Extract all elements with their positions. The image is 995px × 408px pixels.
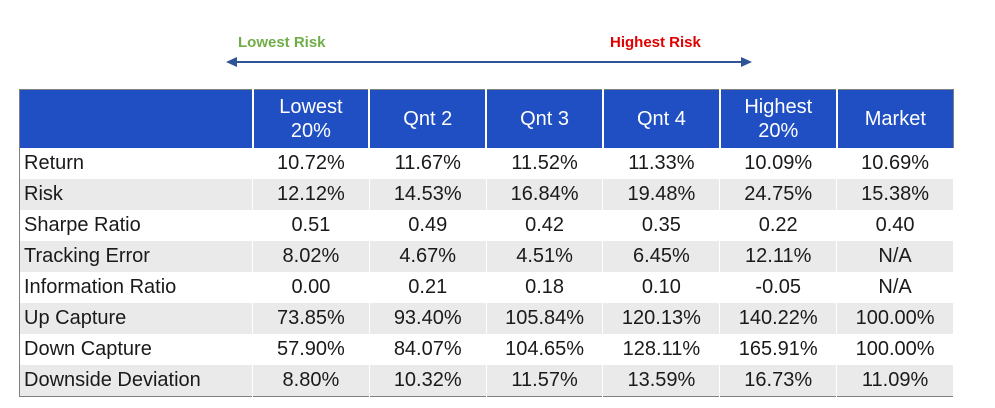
row-label: Return xyxy=(19,148,253,179)
table-cell: 4.67% xyxy=(369,241,487,272)
table-cell: 120.13% xyxy=(602,303,721,334)
risk-scale-arrow xyxy=(226,57,752,67)
table-cell: 0.22 xyxy=(719,210,838,241)
table-cell: 10.69% xyxy=(836,148,954,179)
header-cell: Lowest 20% xyxy=(252,89,371,148)
table-row: Risk 12.12% 14.53% 16.84% 19.48% 24.75% 15.38% xyxy=(19,179,954,210)
lowest-risk-label: Lowest Risk xyxy=(238,34,326,51)
risk-arrow-left-head xyxy=(226,57,237,67)
table-cell: 73.85% xyxy=(252,303,370,334)
row-label: Downside Deviation xyxy=(19,365,253,397)
header-cell: Qnt 2 xyxy=(369,89,488,148)
table-cell: 10.09% xyxy=(719,148,838,179)
table-row: Tracking Error 8.02% 4.67% 4.51% 6.45% 12.11%… xyxy=(19,241,954,272)
table-cell: 8.02% xyxy=(252,241,370,272)
row-label: Down Capture xyxy=(19,334,253,365)
risk-arrow-right-head xyxy=(741,57,752,67)
table-cell: 14.53% xyxy=(369,179,487,210)
header-cell-blank xyxy=(19,89,254,148)
table-body: Return 10.72% 11.67% 11.52% 11.33% 10.09% 10.6… xyxy=(19,148,954,397)
table-cell: 11.57% xyxy=(486,365,604,397)
table-cell: 100.00% xyxy=(836,334,954,365)
table-header-row: Lowest 20% Qnt 2 Qnt 3 Qnt 4 Highest 20% Mark… xyxy=(19,89,954,148)
row-label: Sharpe Ratio xyxy=(19,210,253,241)
table-cell: 12.11% xyxy=(719,241,838,272)
table-cell: 11.09% xyxy=(836,365,954,397)
table-cell: 8.80% xyxy=(252,365,370,397)
table-cell: 0.40 xyxy=(836,210,954,241)
table-cell: 13.59% xyxy=(602,365,721,397)
table-cell: 0.51 xyxy=(252,210,370,241)
table-cell: 0.18 xyxy=(486,272,604,303)
header-cell: Market xyxy=(836,89,954,148)
highest-risk-label: Highest Risk xyxy=(610,34,701,51)
table-cell: 6.45% xyxy=(602,241,721,272)
table-cell: 11.33% xyxy=(602,148,721,179)
table-cell: 57.90% xyxy=(252,334,370,365)
table-cell: 128.11% xyxy=(602,334,721,365)
table-row: Return 10.72% 11.67% 11.52% 11.33% 10.09% 10.6… xyxy=(19,148,954,179)
table-row: Downside Deviation 8.80% 10.32% 11.57% 13.59… xyxy=(19,365,954,397)
table-cell: 0.35 xyxy=(602,210,721,241)
table-cell: 0.10 xyxy=(602,272,721,303)
table-cell: 4.51% xyxy=(486,241,604,272)
table-cell: 24.75% xyxy=(719,179,838,210)
header-cell: Qnt 3 xyxy=(486,89,604,148)
table-cell: 84.07% xyxy=(369,334,487,365)
table-cell: 165.91% xyxy=(719,334,838,365)
table-cell: 11.67% xyxy=(369,148,487,179)
table-cell: 0.49 xyxy=(369,210,487,241)
table-cell: 10.72% xyxy=(252,148,370,179)
table-cell: 11.52% xyxy=(486,148,604,179)
table-cell: 0.42 xyxy=(486,210,604,241)
table-cell: 100.00% xyxy=(836,303,954,334)
table-cell: -0.05 xyxy=(719,272,838,303)
table-cell: 10.32% xyxy=(369,365,487,397)
header-cell: Highest 20% xyxy=(719,89,838,148)
risk-quintile-table: Lowest 20% Qnt 2 Qnt 3 Qnt 4 Highest 20% Mark… xyxy=(19,89,954,397)
row-label: Tracking Error xyxy=(19,241,253,272)
table-row: Information Ratio 0.00 0.21 0.18 0.10 -0.05 N/… xyxy=(19,272,954,303)
table-cell: 93.40% xyxy=(369,303,487,334)
table-row: Sharpe Ratio 0.51 0.49 0.42 0.35 0.22 0.40 xyxy=(19,210,954,241)
table-row: Down Capture 57.90% 84.07% 104.65% 128.11% 16… xyxy=(19,334,954,365)
table-cell: 105.84% xyxy=(486,303,604,334)
table-cell: 16.73% xyxy=(719,365,838,397)
header-cell: Qnt 4 xyxy=(602,89,721,148)
row-label: Up Capture xyxy=(19,303,253,334)
row-label: Risk xyxy=(19,179,253,210)
table-cell: 0.00 xyxy=(252,272,370,303)
table-cell: 15.38% xyxy=(836,179,954,210)
table-cell: N/A xyxy=(836,272,954,303)
row-label: Information Ratio xyxy=(19,272,253,303)
table-cell: 16.84% xyxy=(486,179,604,210)
table-cell: N/A xyxy=(836,241,954,272)
table-cell: 12.12% xyxy=(252,179,370,210)
table-row: Up Capture 73.85% 93.40% 105.84% 120.13% 140.… xyxy=(19,303,954,334)
table-cell: 140.22% xyxy=(719,303,838,334)
table-cell: 0.21 xyxy=(369,272,487,303)
table-cell: 19.48% xyxy=(602,179,721,210)
table-cell: 104.65% xyxy=(486,334,604,365)
